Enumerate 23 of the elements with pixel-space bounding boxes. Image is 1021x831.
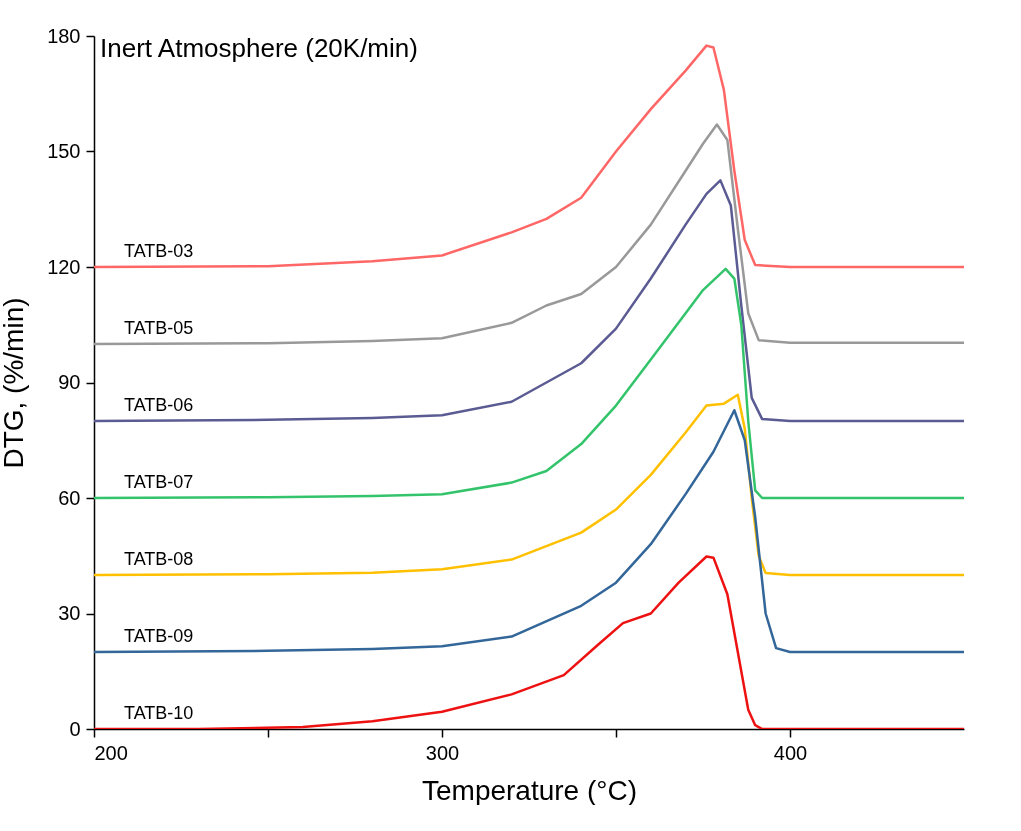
x-axis-title: Temperature (°C) (421, 774, 638, 806)
y-tick-label: 60 (58, 486, 81, 509)
line-series (94, 267, 964, 500)
y-tick-label: 180 (47, 24, 81, 47)
y-tick-label: 90 (58, 371, 81, 393)
series-label: TATB-09 (124, 626, 194, 646)
series-label: TATB-08 (124, 549, 194, 569)
x-tick-label: 300 (425, 741, 460, 764)
y-tick-label: 120 (47, 255, 81, 278)
series-label: TATB-03 (124, 241, 194, 261)
series-label: TATB-06 (124, 395, 194, 415)
series-label: TATB-05 (124, 318, 194, 338)
y-tick-label: 150 (47, 140, 81, 162)
x-tick-label: 400 (773, 741, 808, 764)
y-tick-label: 30 (58, 602, 81, 624)
chart-title: Inert Atmosphere (20K/min) (100, 33, 418, 63)
x-tick-label: 200 (94, 741, 128, 764)
series-label: TATB-10 (124, 703, 194, 723)
line-series (94, 123, 964, 346)
y-axis-title: DTG, (%/min) (0, 297, 30, 469)
line-series (94, 179, 964, 423)
series-label: TATB-07 (124, 472, 194, 492)
y-tick-label: 0 (69, 717, 81, 740)
